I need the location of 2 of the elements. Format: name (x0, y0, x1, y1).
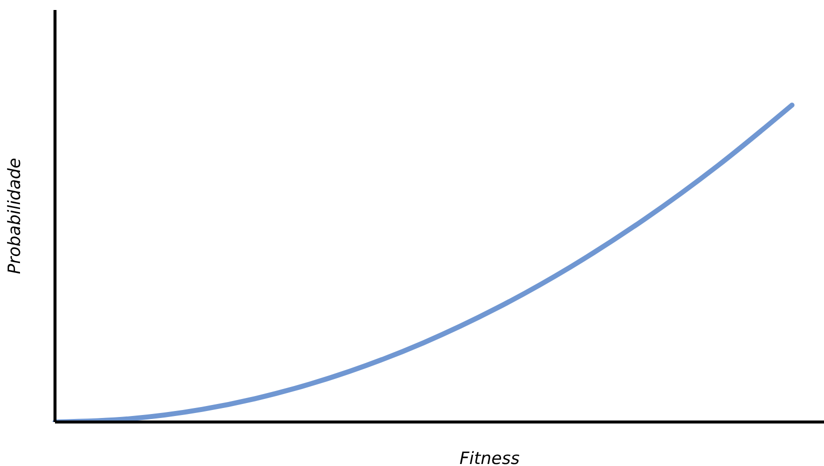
y-axis-title: Probabilidade (5, 158, 26, 274)
x-axis-title: Fitness (459, 449, 520, 466)
